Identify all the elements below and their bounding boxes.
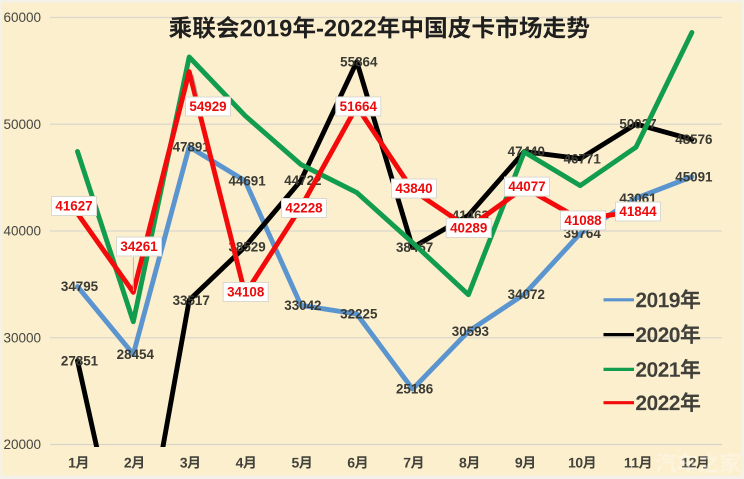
svg-text:41627: 41627	[55, 199, 92, 214]
svg-text:30000: 30000	[3, 330, 41, 345]
svg-text:40289: 40289	[450, 221, 487, 236]
svg-text:32225: 32225	[340, 307, 378, 322]
svg-text:44691: 44691	[228, 174, 266, 189]
svg-text:28454: 28454	[117, 347, 155, 362]
svg-text:38529: 38529	[228, 239, 265, 254]
svg-text:60000: 60000	[3, 10, 41, 25]
svg-text:34795: 34795	[61, 279, 99, 294]
svg-text:42228: 42228	[285, 201, 323, 216]
svg-text:43840: 43840	[395, 181, 432, 196]
svg-text:25186: 25186	[396, 382, 433, 397]
svg-text:33042: 33042	[284, 298, 321, 313]
svg-text:50000: 50000	[3, 117, 41, 132]
svg-text:41844: 41844	[619, 204, 657, 219]
svg-text:55864: 55864	[340, 54, 378, 69]
svg-text:34108: 34108	[227, 285, 265, 300]
svg-text:34072: 34072	[508, 287, 545, 302]
svg-text:34261: 34261	[120, 239, 158, 254]
svg-text:41088: 41088	[564, 213, 602, 228]
svg-text:33517: 33517	[173, 293, 210, 308]
svg-text:40000: 40000	[3, 224, 41, 239]
svg-text:47891: 47891	[173, 139, 211, 154]
svg-text:30593: 30593	[452, 324, 489, 339]
svg-text:51664: 51664	[340, 99, 378, 114]
svg-text:44077: 44077	[508, 179, 545, 194]
svg-text:45091: 45091	[675, 169, 713, 184]
svg-text:54929: 54929	[189, 99, 226, 114]
svg-text:48576: 48576	[675, 132, 712, 147]
svg-text:20000: 20000	[3, 437, 41, 452]
svg-text:27851: 27851	[61, 353, 99, 368]
svg-text:46771: 46771	[564, 151, 602, 166]
